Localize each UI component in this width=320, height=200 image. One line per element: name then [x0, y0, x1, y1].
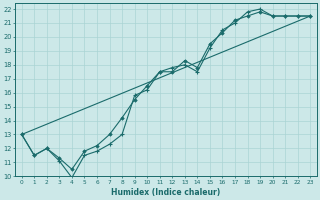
X-axis label: Humidex (Indice chaleur): Humidex (Indice chaleur)	[111, 188, 220, 197]
